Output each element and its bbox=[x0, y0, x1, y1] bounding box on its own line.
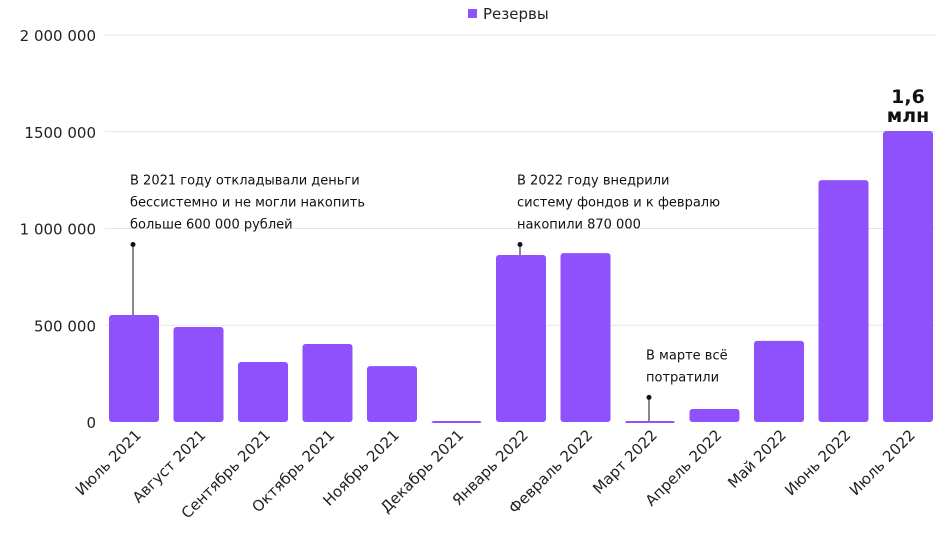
bar bbox=[883, 130, 933, 422]
annotation-text: систему фондов и к февралю bbox=[517, 196, 720, 211]
bar bbox=[625, 421, 675, 424]
annotation-text: В 2021 году откладывали деньги bbox=[130, 174, 360, 189]
y-tick-label: 1500 000 bbox=[24, 124, 96, 142]
bar bbox=[302, 344, 353, 422]
annotation-dot bbox=[646, 394, 652, 400]
legend-label: Резервы bbox=[483, 5, 549, 23]
y-tick-label: 2 000 000 bbox=[20, 27, 96, 45]
bar bbox=[109, 314, 159, 422]
bar bbox=[367, 366, 417, 422]
bar bbox=[431, 421, 482, 424]
legend: Резервы bbox=[468, 5, 549, 23]
x-tick-label: Июль 2022 bbox=[846, 426, 919, 499]
annotation-text: потратили bbox=[646, 370, 719, 385]
data-label: млн bbox=[887, 105, 930, 127]
bar bbox=[754, 340, 804, 422]
bar bbox=[496, 255, 546, 422]
x-tick-label: Май 2022 bbox=[724, 426, 790, 492]
bar bbox=[689, 409, 740, 422]
annotation-text: накопили 870 000 bbox=[517, 218, 641, 233]
bar bbox=[173, 326, 224, 422]
annotation-text: больше 600 000 рублей bbox=[130, 218, 293, 233]
legend-swatch bbox=[468, 9, 477, 18]
y-tick-label: 1 000 000 bbox=[20, 221, 96, 239]
x-tick-label: Июнь 2022 bbox=[781, 426, 854, 499]
y-tick-label: 0 bbox=[86, 414, 96, 432]
bar bbox=[238, 362, 288, 422]
annotation-dot bbox=[517, 242, 523, 247]
y-tick-label: 500 000 bbox=[34, 317, 96, 335]
annotation-text: В марте всё bbox=[646, 348, 728, 363]
annotation-text: бессистемно и не могли накопить bbox=[130, 196, 365, 211]
annotation-dot bbox=[130, 242, 136, 247]
x-tick-label: Март 2022 bbox=[589, 426, 661, 498]
bar bbox=[818, 180, 869, 422]
annotation-text: В 2022 году внедрили bbox=[517, 174, 669, 189]
bar bbox=[560, 253, 611, 422]
data-label: 1,6 bbox=[891, 86, 925, 108]
